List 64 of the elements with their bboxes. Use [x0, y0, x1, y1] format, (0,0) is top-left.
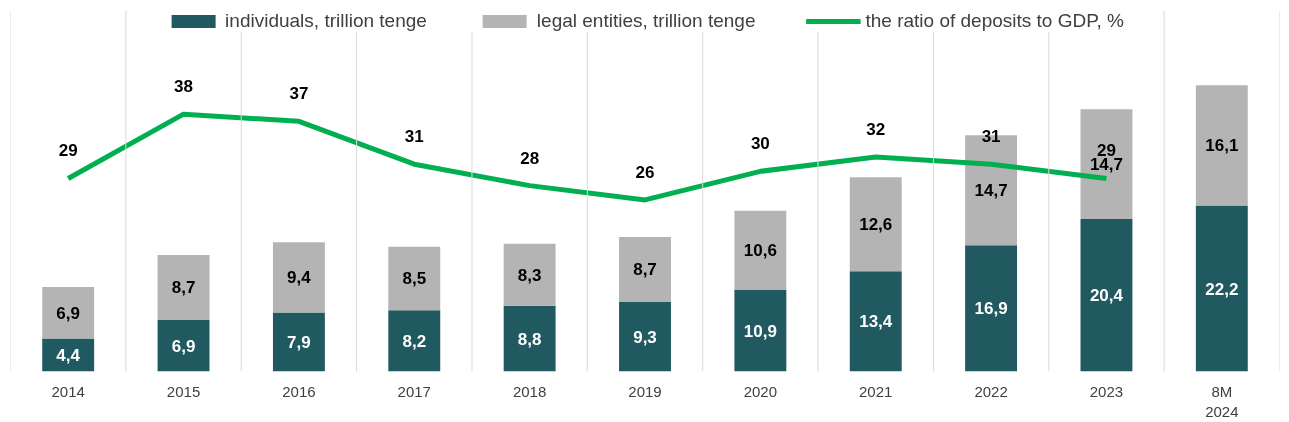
legend-label: the ratio of deposits to GDP, %	[865, 10, 1124, 32]
data-label: 16,1	[1205, 136, 1239, 156]
bar	[734, 290, 787, 372]
data-label: 8,7	[171, 278, 196, 298]
bar	[1195, 85, 1248, 206]
data-label: 38	[174, 77, 194, 97]
data-label: 32	[866, 120, 886, 140]
bar	[849, 271, 902, 372]
x-tick-label: 2014	[51, 382, 85, 400]
bar	[42, 287, 95, 339]
x-tick-label: 2016	[282, 382, 316, 400]
legend-label: individuals, trillion tenge	[225, 10, 427, 32]
data-label: 8,3	[517, 265, 542, 285]
data-label: 22,2	[1205, 279, 1239, 299]
data-label: 28	[520, 148, 540, 168]
data-label: 10,6	[743, 241, 777, 261]
data-label: 20,4	[1089, 286, 1124, 306]
data-label: 6,9	[56, 303, 81, 323]
x-tick-label: 2015	[166, 382, 201, 400]
data-label: 31	[404, 127, 424, 147]
legend-label: legal entities, trillion tenge	[536, 10, 756, 32]
data-label: 8,5	[402, 269, 427, 289]
bar	[1080, 219, 1133, 372]
data-label: 14,7	[974, 181, 1008, 201]
x-tick-label: 8M 2024	[1205, 382, 1239, 420]
bar	[965, 245, 1018, 372]
bar	[849, 177, 902, 272]
bar	[503, 243, 556, 306]
x-tick-label: 2020	[743, 382, 778, 400]
bar	[272, 242, 325, 313]
bar	[503, 305, 556, 372]
data-label: 16,9	[974, 299, 1008, 319]
bar	[1080, 109, 1133, 220]
x-tick-label: 2018	[512, 382, 547, 400]
bar	[619, 236, 671, 302]
bar	[388, 310, 441, 372]
bar	[1195, 205, 1248, 372]
data-label: 7,9	[287, 332, 311, 352]
data-label: 8,7	[633, 260, 657, 280]
data-label: 8,8	[517, 329, 542, 349]
data-label: 10,9	[743, 321, 777, 341]
x-tick-label: 2021	[859, 382, 893, 400]
data-label: 6,9	[171, 336, 196, 356]
bar	[734, 210, 787, 291]
bar	[157, 254, 210, 320]
data-label: 31	[981, 127, 1001, 147]
data-label: 9,3	[633, 327, 657, 347]
x-tick-label: 2022	[974, 382, 1008, 400]
bar	[157, 319, 210, 372]
x-tick-label: 2023	[1089, 382, 1124, 400]
data-label: 37	[289, 84, 309, 104]
bar	[619, 301, 671, 372]
data-label: 4,4	[56, 346, 81, 366]
x-tick-label: 2017	[397, 382, 431, 400]
data-label: 30	[750, 134, 770, 154]
bar	[388, 246, 441, 311]
data-label: 29	[58, 141, 78, 161]
data-label: 12,6	[859, 215, 893, 235]
x-tick-label: 2019	[628, 382, 662, 400]
bar	[272, 312, 325, 372]
data-label: 8,2	[402, 331, 427, 351]
data-label: 13,4	[859, 312, 893, 332]
data-label: 26	[635, 162, 655, 182]
data-label: 9,4	[287, 268, 312, 288]
